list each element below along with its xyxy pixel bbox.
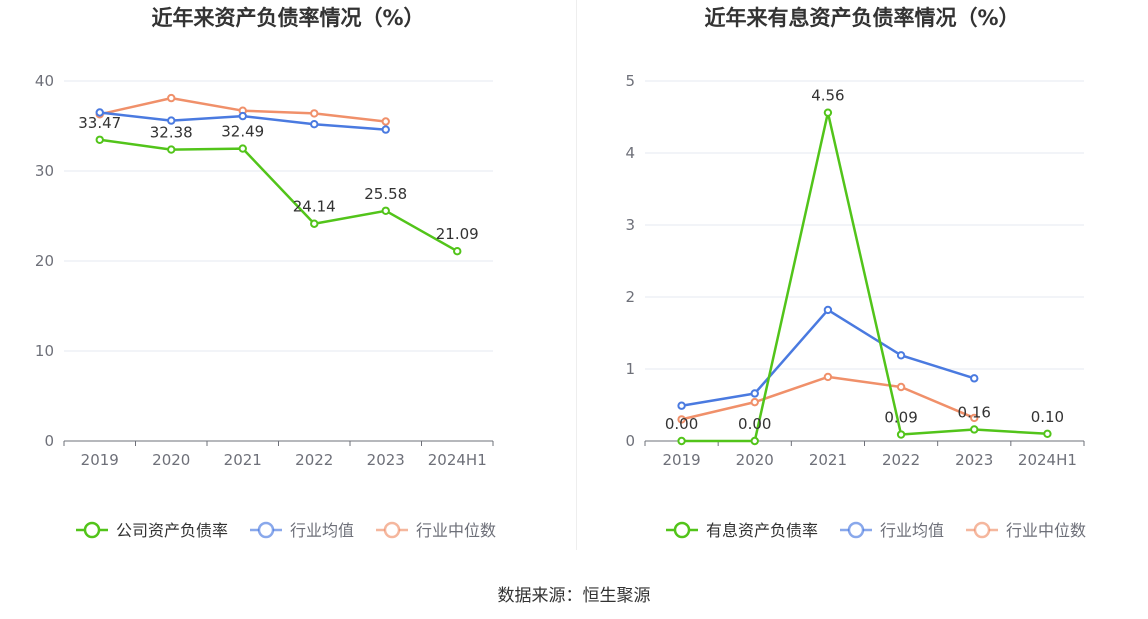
data-point bbox=[310, 219, 319, 228]
data-point bbox=[896, 382, 906, 392]
data-point bbox=[238, 144, 247, 153]
data-label: 0.16 bbox=[958, 403, 991, 421]
data-point bbox=[381, 117, 390, 126]
data-label: 21.09 bbox=[436, 225, 479, 243]
data-label: 32.49 bbox=[221, 123, 264, 141]
x-tick-label: 2023 bbox=[367, 451, 405, 469]
y-tick-label: 20 bbox=[35, 252, 54, 270]
legend-label: 行业中位数 bbox=[1006, 521, 1086, 540]
data-point bbox=[896, 351, 906, 360]
y-tick-label: 5 bbox=[625, 72, 635, 90]
data-point bbox=[677, 415, 686, 424]
data-point bbox=[750, 397, 759, 407]
panel-divider bbox=[576, 0, 577, 550]
legend-label: 行业中位数 bbox=[416, 521, 496, 540]
x-tick-label: 2024H1 bbox=[1018, 451, 1077, 469]
legend-marker bbox=[257, 521, 275, 539]
data-point bbox=[677, 436, 686, 446]
data-label: 25.58 bbox=[364, 185, 407, 203]
legend-label: 有息资产负债率 bbox=[706, 521, 818, 540]
legend-marker bbox=[673, 521, 691, 539]
data-point bbox=[1043, 429, 1052, 438]
data-point bbox=[823, 305, 833, 315]
interest-debt-ratio-chart: 0 1 2 3 4 5 2019 2020 2021 2022 2023 2024H1 0.00 0.00… bbox=[625, 72, 1086, 540]
data-label: 4.56 bbox=[811, 87, 844, 105]
data-point bbox=[970, 425, 979, 434]
chart-title: 近年来有息资产负债率情况（%） bbox=[704, 6, 1020, 30]
x-tick-label: 2020 bbox=[736, 451, 774, 469]
data-point bbox=[238, 111, 247, 121]
data-label: 33.47 bbox=[78, 114, 121, 132]
legend-marker bbox=[383, 521, 401, 539]
data-point bbox=[970, 374, 979, 383]
data-point bbox=[167, 116, 176, 125]
x-tick-label: 2022 bbox=[882, 451, 920, 469]
series-line bbox=[681, 308, 975, 407]
data-point bbox=[750, 389, 759, 398]
debt-ratio-chart: 0 10 20 30 40 2019 2020 2021 2022 2023 2024H1 33.47… bbox=[35, 72, 496, 540]
data-label: 0.00 bbox=[665, 415, 698, 433]
x-tick-label: 2024H1 bbox=[428, 451, 487, 469]
x-tick-label: 2020 bbox=[152, 451, 190, 469]
data-point bbox=[453, 246, 462, 256]
legend-item: 行业中位数 bbox=[376, 521, 496, 540]
y-tick-label: 10 bbox=[35, 342, 54, 360]
y-tick-label: 3 bbox=[625, 216, 635, 234]
series-line bbox=[681, 111, 1048, 443]
y-tick-label: 2 bbox=[625, 288, 635, 306]
x-tick-label: 2021 bbox=[224, 451, 262, 469]
x-tick-label: 2019 bbox=[662, 451, 700, 469]
legend-label: 公司资产负债率 bbox=[116, 521, 228, 540]
y-tick-label: 4 bbox=[625, 144, 635, 162]
data-label: 32.38 bbox=[150, 124, 193, 142]
data-point bbox=[970, 413, 979, 423]
data-point bbox=[823, 372, 833, 382]
y-tick-label: 0 bbox=[44, 432, 54, 450]
data-point bbox=[167, 93, 176, 103]
legend-item: 公司资产负债率 bbox=[76, 521, 228, 540]
legend-marker bbox=[973, 521, 991, 539]
legend-item: 行业均值 bbox=[250, 521, 354, 540]
chart-title: 近年来资产负债率情况（%） bbox=[151, 6, 425, 30]
y-tick-label: 30 bbox=[35, 162, 54, 180]
x-tick-label: 2023 bbox=[955, 451, 993, 469]
x-tick-label: 2019 bbox=[81, 451, 119, 469]
data-point bbox=[750, 436, 759, 446]
data-point bbox=[381, 206, 390, 215]
data-point bbox=[310, 120, 319, 129]
data-label: 0.00 bbox=[738, 415, 771, 433]
y-tick-label: 0 bbox=[625, 432, 635, 450]
data-point bbox=[95, 135, 104, 144]
y-tick-label: 40 bbox=[35, 72, 54, 90]
legend-marker bbox=[847, 521, 865, 539]
legend-label: 行业均值 bbox=[290, 521, 354, 540]
data-point bbox=[823, 108, 833, 117]
data-label: 0.10 bbox=[1031, 408, 1064, 426]
x-tick-label: 2021 bbox=[809, 451, 847, 469]
data-label: 24.14 bbox=[293, 198, 336, 216]
legend-label: 行业均值 bbox=[880, 521, 944, 540]
data-point bbox=[381, 125, 390, 134]
data-point bbox=[167, 145, 176, 154]
x-tick-label: 2022 bbox=[295, 451, 333, 469]
legend-item: 行业中位数 bbox=[966, 521, 1086, 540]
legend-marker bbox=[83, 521, 101, 539]
data-point bbox=[95, 108, 104, 117]
data-point bbox=[310, 109, 319, 118]
data-source-note: 数据来源：恒生聚源 bbox=[497, 586, 651, 606]
series-line bbox=[99, 138, 458, 253]
legend-item: 行业均值 bbox=[840, 521, 944, 540]
data-point bbox=[677, 401, 686, 410]
data-point bbox=[896, 430, 906, 439]
y-tick-label: 1 bbox=[625, 360, 635, 378]
data-label: 0.09 bbox=[884, 409, 917, 427]
legend-item: 有息资产负债率 bbox=[666, 521, 818, 540]
